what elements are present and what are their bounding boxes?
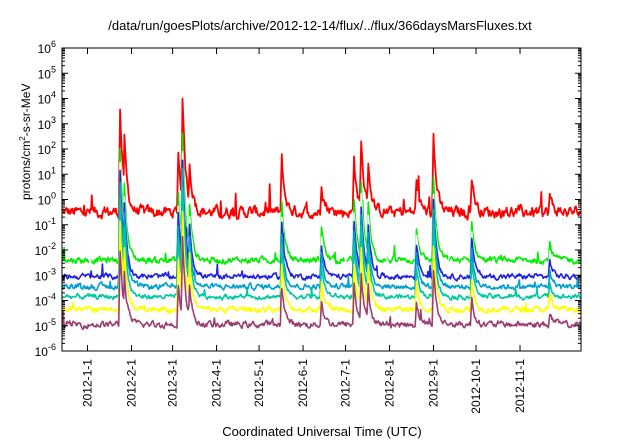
x-axis-label: Coordinated Universal Time (UTC) — [222, 424, 422, 439]
series-line — [62, 97, 581, 221]
y-tick-label: 10-4 — [35, 292, 56, 309]
series-line — [62, 210, 581, 315]
series-line — [62, 151, 581, 274]
y-tick-label: 105 — [38, 64, 56, 81]
x-tick-label: 2012-10-1 — [469, 359, 483, 414]
x-tick-label: 2012-2-1 — [124, 359, 138, 407]
y-tick-label: 10-3 — [35, 266, 56, 283]
y-tick-label: 10-5 — [35, 317, 56, 334]
x-tick-label: 2012-4-1 — [210, 359, 224, 407]
y-axis-label: protons/cm2-s-sr-MeV — [18, 83, 33, 200]
x-tick-label: 2012-6-1 — [296, 359, 310, 407]
series-line — [62, 159, 581, 282]
series-line — [62, 186, 581, 302]
x-tick-label: 2012-1-1 — [81, 359, 95, 407]
x-tick-label: 2012-3-1 — [166, 359, 180, 407]
x-axis: 2012-1-1 2012-2-1 2012-3-1 2012-4-1 2012-5-1… — [81, 48, 527, 414]
y-tick-label: 106 — [38, 39, 56, 56]
x-tick-label: 2012-11-1 — [513, 359, 527, 413]
y-tick-label: 101 — [38, 165, 56, 182]
series-layer — [62, 97, 581, 331]
y-tick-label: 100 — [38, 191, 56, 208]
chart-title: /data/run/goesPlots/archive/2012-12-14/f… — [108, 18, 532, 33]
x-tick-label: 2012-9-1 — [427, 359, 441, 407]
series-line — [62, 167, 581, 292]
series-line — [62, 132, 581, 266]
x-tick-label: 2012-7-1 — [339, 359, 353, 407]
x-tick-label: 2012-5-1 — [252, 359, 266, 407]
y-tick-label: 10-1 — [35, 216, 56, 233]
y-tick-label: 104 — [38, 90, 56, 107]
x-tick-label: 2012-8-1 — [383, 359, 397, 407]
y-tick-label: 103 — [38, 115, 56, 132]
series-line — [62, 235, 581, 331]
y-tick-label: 102 — [38, 140, 56, 157]
y-tick-label: 10-2 — [35, 241, 56, 258]
y-axis: 10-6 10-5 10-4 10-3 10-2 10-1 100 101 102 103 104 1… — [35, 39, 581, 359]
y-tick-label: 10-6 — [35, 342, 56, 359]
